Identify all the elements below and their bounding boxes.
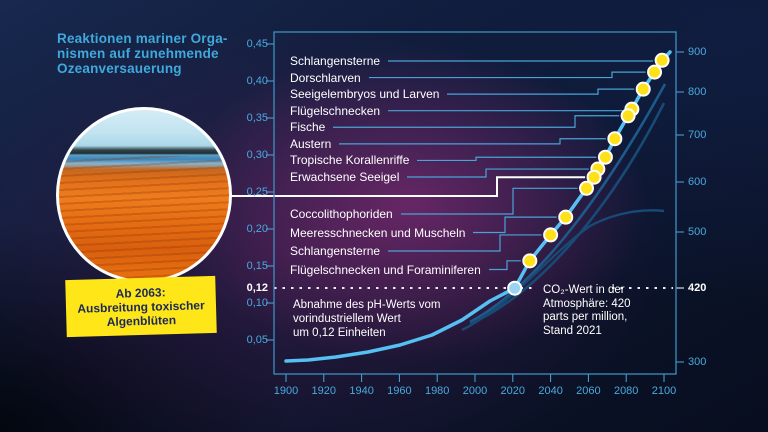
- connector-line: [473, 216, 557, 234]
- axis-ticks: [266, 43, 684, 382]
- event-dot: [558, 209, 574, 225]
- organism-label: Flügelschnecken und Foraminiferen: [290, 262, 481, 277]
- scenario-curve-high: [469, 83, 667, 324]
- ph-note: Abnahme des pH-Werts vom vorindustrielle…: [293, 299, 440, 340]
- y-right-tick-label: 300: [688, 356, 707, 368]
- x-tick-label: 2020: [500, 385, 526, 397]
- co2-note: CO₂-Wert in der Atmosphäre: 420 parts pe…: [543, 284, 631, 338]
- event-dot: [579, 180, 595, 196]
- connector-line: [369, 71, 646, 79]
- event-dot: [620, 108, 636, 124]
- y-left-tick-label: 0,20: [246, 223, 268, 235]
- page-title: Reaktionen mariner Orga- nismen auf zune…: [57, 31, 228, 76]
- organism-label: Flügelschnecken: [290, 103, 381, 118]
- x-tick-label: 2100: [651, 385, 677, 397]
- y-right-tick-label: 600: [688, 176, 707, 188]
- x-tick-label: 2080: [613, 385, 639, 397]
- title-line: nismen auf zunehmende: [57, 46, 219, 61]
- event-dot: [522, 253, 538, 269]
- x-tick-label: 1980: [424, 385, 450, 397]
- scenario-curve-mid: [469, 102, 666, 326]
- y-right-tick-label: 800: [688, 86, 707, 98]
- event-dot: [597, 149, 613, 165]
- title-line: Ozeanversauerung: [57, 61, 182, 76]
- algae-bloom-photo: [56, 107, 232, 283]
- organism-label: Schlangensterne: [290, 244, 381, 258]
- x-tick-label: 2000: [462, 385, 488, 397]
- connector-line: [388, 234, 542, 252]
- connector-line: [489, 260, 521, 271]
- algae-event-connector-line: [220, 176, 586, 197]
- y-left-tick-label: 0,40: [246, 75, 268, 87]
- y-right-tick-label: 700: [688, 129, 707, 141]
- scenario-curve-low: [461, 209, 665, 332]
- connector-line: [339, 138, 606, 145]
- organism-label: Erwachsene Seeigel: [290, 169, 400, 184]
- y-left-tick-label: 0,35: [246, 112, 268, 124]
- co2-note-line: parts per million,: [543, 311, 628, 323]
- connector-line: [417, 156, 597, 162]
- y-left-tick-label: 0,05: [246, 334, 268, 346]
- algae-event-box: Ab 2063: Ausbreitung toxischer Algenblüt…: [65, 275, 217, 338]
- x-tick-label: 1940: [349, 385, 374, 397]
- co2-note-line: CO₂-Wert in der: [543, 284, 625, 296]
- organism-label: Tropische Korallenriffe: [290, 153, 410, 168]
- organism-label: Seeigelembryos und Larven: [290, 87, 440, 102]
- ph-note-line: Abnahme des pH-Werts vom: [293, 299, 441, 311]
- event-dot: [647, 64, 663, 80]
- connector-line: [333, 115, 620, 128]
- y-left-tick-label: 0,15: [246, 260, 268, 272]
- organism-label: Dorschlarven: [290, 70, 361, 85]
- label-connector-lines: [333, 60, 654, 271]
- y-right-highlight-label: 420: [688, 282, 707, 294]
- connector-line: [401, 187, 578, 215]
- x-tick-label: 1960: [387, 385, 412, 397]
- organism-label: Austern: [290, 136, 332, 151]
- connector-line: [447, 88, 635, 95]
- event-dots: [507, 52, 670, 296]
- event-dot: [635, 81, 651, 97]
- plot-frame: [273, 31, 677, 375]
- organism-label: Fische: [290, 120, 326, 135]
- event-dot: [654, 52, 670, 68]
- algae-event-dot: [586, 169, 602, 185]
- ph-note-line: vorindustriellem Wert: [293, 312, 401, 325]
- y-left-highlight-label: 0,12: [246, 282, 268, 295]
- organism-label: Meeresschnecken und Muscheln: [290, 225, 466, 240]
- event-dot: [607, 131, 623, 147]
- y-right-tick-label: 900: [688, 46, 707, 58]
- co2-note-line: Atmosphäre: 420: [543, 297, 631, 310]
- x-tick-label: 1920: [311, 385, 337, 397]
- y-right-tick-label: 500: [688, 226, 707, 238]
- y-left-tick-label: 0,30: [246, 149, 268, 161]
- x-tick-label: 2040: [538, 385, 563, 397]
- event-dot: [543, 227, 559, 243]
- organism-label: Schlangensterne: [290, 54, 381, 68]
- ph-note-line: um 0,12 Einheiten: [293, 326, 386, 339]
- x-tick-label: 2060: [576, 385, 601, 397]
- organism-label: Coccolithophoriden: [290, 207, 393, 221]
- y-left-tick-label: 0,25: [246, 186, 268, 198]
- y-left-tick-label: 0,10: [246, 297, 268, 309]
- co2-note-line: Stand 2021: [543, 324, 602, 337]
- connector-line: [407, 168, 589, 178]
- title-line: Reaktionen mariner Orga-: [57, 31, 228, 46]
- x-tick-label: 1900: [273, 385, 299, 397]
- y-left-tick-label: 0,45: [246, 38, 268, 50]
- co2-2021-dot: [507, 280, 523, 296]
